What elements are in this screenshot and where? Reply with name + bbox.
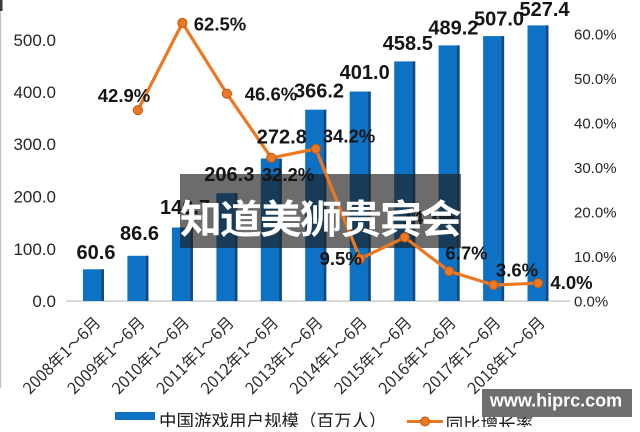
svg-text:401.0: 401.0 xyxy=(340,62,390,84)
svg-text:366.2: 366.2 xyxy=(294,80,344,102)
svg-text:32.2%: 32.2% xyxy=(262,164,314,185)
svg-text:507.0: 507.0 xyxy=(474,9,524,31)
svg-text:46.6%: 46.6% xyxy=(245,84,297,105)
svg-text:489.2: 489.2 xyxy=(428,18,478,40)
svg-text:200.0: 200.0 xyxy=(13,188,56,207)
svg-text:30.0%: 30.0% xyxy=(574,160,617,177)
svg-text:458.5: 458.5 xyxy=(383,33,433,55)
svg-text:3.6%: 3.6% xyxy=(496,260,538,281)
svg-text:34.2%: 34.2% xyxy=(323,126,375,147)
svg-text:300.0: 300.0 xyxy=(13,135,56,154)
svg-text:206.3: 206.3 xyxy=(204,164,254,186)
svg-text:4.0%: 4.0% xyxy=(550,272,592,293)
svg-text:400.0: 400.0 xyxy=(13,83,56,102)
svg-text:0.0%: 0.0% xyxy=(574,294,608,311)
svg-text:6.7%: 6.7% xyxy=(445,243,487,264)
svg-text:60.6: 60.6 xyxy=(77,242,116,264)
svg-text:86.6: 86.6 xyxy=(120,223,159,245)
svg-text:20.0%: 20.0% xyxy=(574,205,617,222)
svg-text:60.0%: 60.0% xyxy=(574,27,617,44)
svg-text:100.0: 100.0 xyxy=(13,240,56,259)
svg-text:50.0%: 50.0% xyxy=(574,71,617,88)
svg-text:272.8: 272.8 xyxy=(257,127,307,149)
svg-text:0.0: 0.0 xyxy=(32,292,56,311)
svg-text:40.0%: 40.0% xyxy=(574,116,617,133)
svg-text:527.4: 527.4 xyxy=(519,0,570,21)
svg-text:500.0: 500.0 xyxy=(13,31,56,50)
svg-text:www.hiprc.com: www.hiprc.com xyxy=(489,391,622,411)
svg-text:62.5%: 62.5% xyxy=(194,13,246,34)
svg-text:10.0%: 10.0% xyxy=(574,249,617,266)
svg-text:42.9%: 42.9% xyxy=(98,85,150,106)
svg-text:9.5%: 9.5% xyxy=(320,248,362,269)
